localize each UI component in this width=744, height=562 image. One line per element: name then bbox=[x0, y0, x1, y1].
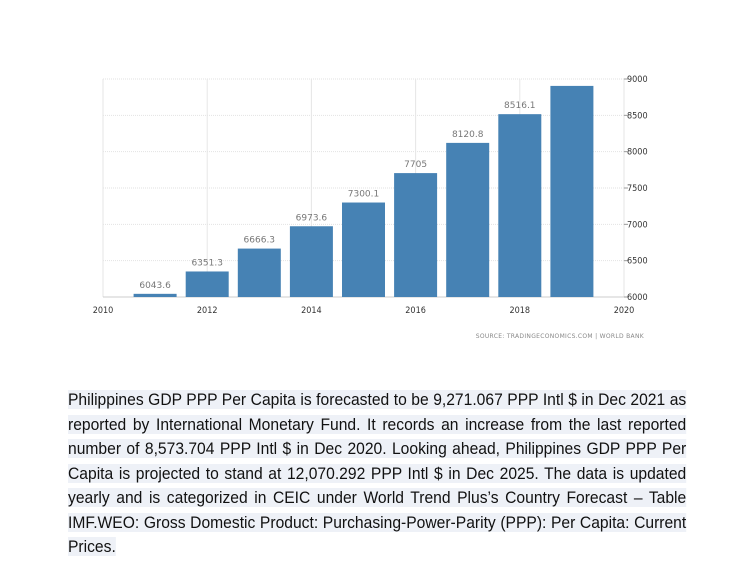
data-label-2013: 6666.3 bbox=[244, 236, 276, 246]
data-label-2011: 6043.6 bbox=[139, 281, 171, 291]
y-axis: 6000 6500 7000 7500 8000 8500 9000 bbox=[624, 75, 648, 303]
x-tick-label: 2012 bbox=[197, 306, 218, 316]
x-tick-label: 2018 bbox=[509, 306, 530, 316]
x-tick-label: 2020 bbox=[614, 306, 635, 316]
bar-2012 bbox=[185, 271, 229, 297]
y-tick-label: 8000 bbox=[627, 148, 648, 158]
bar-2014 bbox=[289, 226, 333, 297]
bar-chart: 6043.6 6351.3 6666.3 6973.6 7300.1 7705 8120.8… bbox=[93, 75, 648, 340]
bar-2018 bbox=[498, 114, 542, 298]
y-tick-label: 7500 bbox=[627, 184, 648, 194]
x-tick-label: 2016 bbox=[405, 306, 426, 316]
bar-2019 bbox=[550, 85, 594, 297]
data-label-2012: 6351.3 bbox=[191, 258, 223, 268]
y-tick-label: 9000 bbox=[627, 75, 648, 85]
source-note: SOURCE: TRADINGECONOMICS.COM | WORLD BAN… bbox=[476, 333, 645, 340]
data-label-2017: 8120.8 bbox=[452, 130, 484, 140]
bar-2015 bbox=[342, 202, 385, 297]
x-axis: 2010 2012 2014 2016 2018 2020 bbox=[93, 306, 635, 316]
bar-2013 bbox=[237, 248, 281, 297]
data-label-2015: 7300.1 bbox=[348, 190, 380, 200]
description-paragraph: Philippines GDP PPP Per Capita is foreca… bbox=[68, 388, 687, 560]
y-tick-label: 6500 bbox=[627, 257, 648, 267]
bar-2017 bbox=[446, 142, 490, 297]
x-tick-label: 2014 bbox=[301, 306, 322, 316]
bars bbox=[133, 85, 594, 298]
bar-2011 bbox=[133, 293, 177, 297]
description-text: Philippines GDP PPP Per Capita is foreca… bbox=[68, 390, 687, 556]
data-label-2016: 7705 bbox=[404, 160, 427, 170]
bar-2016 bbox=[394, 173, 438, 297]
data-label-2014: 6973.6 bbox=[296, 213, 328, 223]
y-tick-label: 7000 bbox=[627, 220, 648, 230]
data-labels: 6043.6 6351.3 6666.3 6973.6 7300.1 7705 8120.8… bbox=[139, 101, 535, 291]
x-tick-label: 2010 bbox=[93, 306, 114, 316]
data-label-2018: 8516.1 bbox=[504, 101, 536, 111]
y-tick-label: 8500 bbox=[627, 111, 648, 121]
y-tick-label: 6000 bbox=[627, 293, 648, 303]
